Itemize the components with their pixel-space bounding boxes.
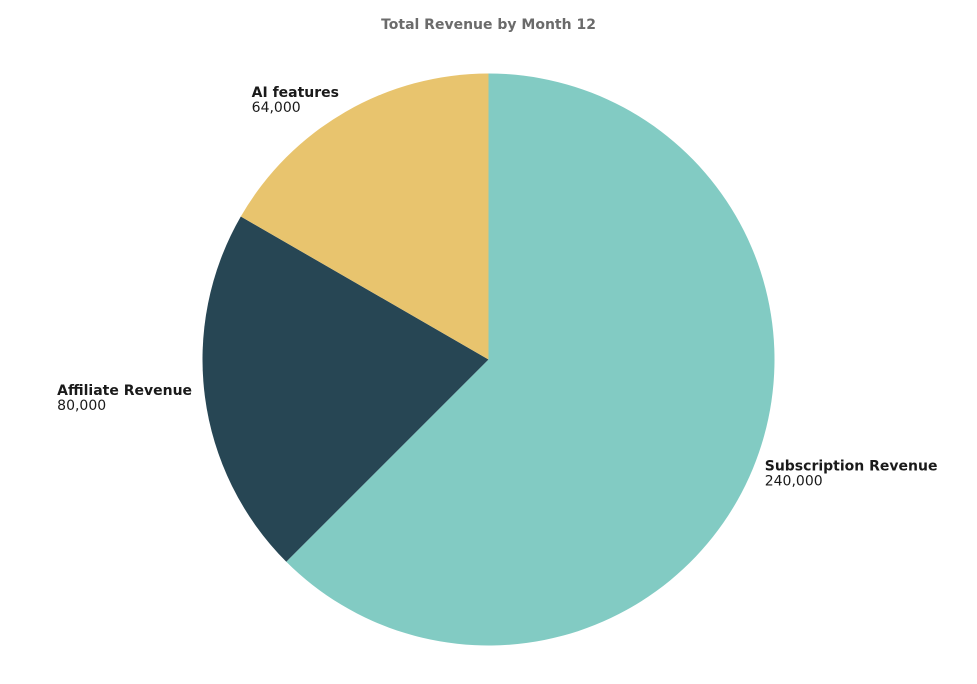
slice-value-affiliate-revenue: 80,000: [57, 398, 106, 414]
pie-slice-affiliate-revenue[interactable]: [202, 216, 489, 562]
slice-label-subscription-revenue: Subscription Revenue: [765, 458, 938, 474]
slice-label-affiliate-revenue: Affiliate Revenue: [57, 383, 192, 399]
pie-slice-subscription-revenue[interactable]: [286, 73, 775, 646]
pie-slices: [202, 73, 775, 646]
slice-value-subscription-revenue: 240,000: [765, 473, 823, 489]
slice-value-ai-features: 64,000: [252, 100, 301, 116]
chart-title: Total Revenue by Month 12: [381, 17, 596, 33]
slice-label-ai-features: AI features: [252, 85, 339, 101]
pie-slice-ai-features[interactable]: [240, 73, 489, 360]
